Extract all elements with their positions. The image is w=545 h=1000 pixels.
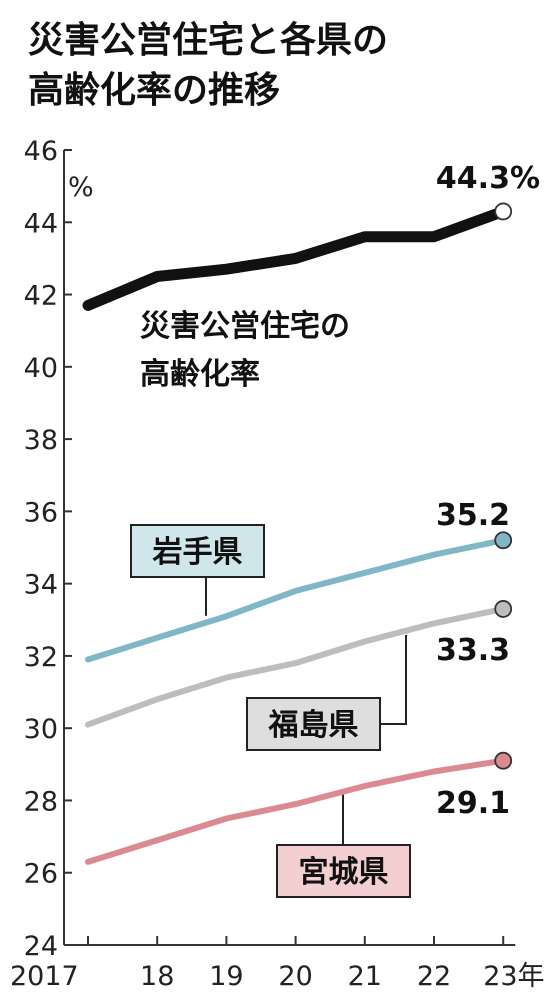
callout-leader-line <box>380 635 407 725</box>
series-line <box>85 757 507 865</box>
series-end-marker <box>494 202 513 221</box>
callout-box <box>130 524 265 578</box>
series-end-marker <box>494 600 513 618</box>
chart-title: 災害公営住宅と各県の 高齢化率の推移 <box>28 19 388 111</box>
series-line <box>82 205 509 311</box>
x-tick-label: 23年 <box>483 961 544 992</box>
series-line <box>85 537 507 663</box>
y-tick-label: 34 <box>24 570 58 601</box>
y-tick-label: 46 <box>24 136 58 167</box>
y-tick-label: 26 <box>24 859 58 890</box>
series-end-label: 35.2 <box>436 498 510 533</box>
series-end-label: 44.3% <box>436 161 540 196</box>
series-label-line: 高齢化率 <box>140 357 260 392</box>
series-label: 福島県 <box>268 708 359 743</box>
y-tick-label: 44 <box>24 208 58 239</box>
y-tick-label: 28 <box>24 786 58 817</box>
callout-box <box>276 844 411 898</box>
series-line <box>85 605 507 728</box>
callout-box <box>246 697 381 751</box>
series-lines <box>82 202 513 865</box>
x-tick-label: 2017 <box>10 961 79 992</box>
x-tick-label: 18 <box>140 961 174 992</box>
series-end-marker <box>494 751 513 770</box>
x-tick-label: 21 <box>348 961 382 992</box>
y-tick-label: 40 <box>24 353 58 384</box>
chart-title-line-2: 高齢化率の推移 <box>28 70 280 111</box>
series-label: 宮城県 <box>299 855 389 890</box>
axes: 24 26 28 30 32 34 36 38 40 42 44 46 2017 18 19 20 21 22 23… <box>10 136 545 992</box>
y-tick-label: 24 <box>24 931 58 962</box>
x-tick-label: 19 <box>209 961 243 992</box>
y-tick-label: 42 <box>24 281 58 312</box>
y-tick-label: 36 <box>24 497 58 528</box>
x-tick-label: 22 <box>417 961 451 992</box>
series-end-label: 29.1 <box>436 786 510 821</box>
chart-title-line-1: 災害公営住宅と各県の <box>28 19 388 61</box>
y-axis-unit: % <box>68 172 94 203</box>
y-tick-label: 30 <box>24 714 58 745</box>
series-end-marker <box>494 531 513 550</box>
series-label: 岩手県 <box>153 535 243 570</box>
x-tick-label: 20 <box>278 961 312 992</box>
series-label-line: 災害公営住宅の <box>140 309 350 344</box>
y-tick-label: 32 <box>24 642 58 673</box>
series-end-label: 33.3 <box>436 633 510 668</box>
y-tick-label: 38 <box>24 425 58 456</box>
